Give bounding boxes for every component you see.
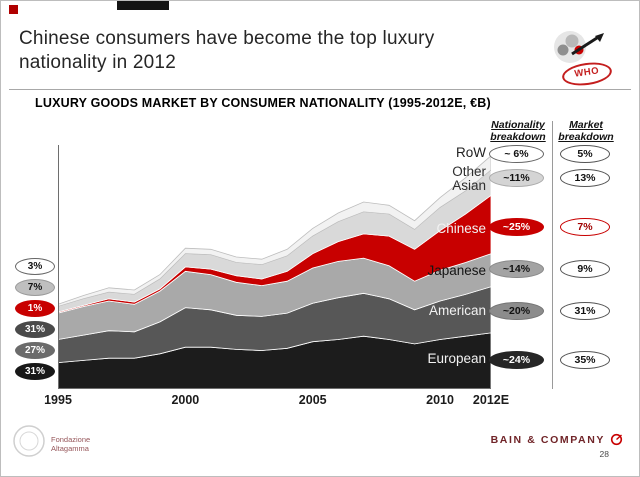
x-axis-tick: 2000: [171, 393, 200, 407]
x-axis-tick: 1995: [44, 393, 72, 407]
percentage-badge: 3%: [15, 258, 55, 275]
series-label-row: RoW: [456, 145, 486, 160]
percentage-badge: ~11%: [489, 169, 544, 187]
percentage-badge: 9%: [560, 260, 610, 278]
bain-compass-icon: [610, 433, 623, 446]
footer-logo-line1: Fondazione: [51, 435, 91, 444]
percentage-badge: 31%: [15, 363, 55, 380]
percentage-badge: 31%: [560, 302, 610, 320]
footer-brand-block: BAIN & COMPANY 28: [491, 433, 623, 459]
who-stamp: WHO: [550, 27, 616, 89]
percentage-badge: 5%: [560, 145, 610, 163]
percentage-badge: 13%: [560, 169, 610, 187]
series-label-japanese: Japanese: [427, 263, 486, 278]
percentage-badge: 27%: [15, 342, 55, 359]
percentage-badge: ~20%: [489, 302, 544, 320]
chart-title: LUXURY GOODS MARKET BY CONSUMER NATIONAL…: [35, 96, 491, 110]
title-divider: [9, 89, 631, 90]
percentage-badge: ~14%: [489, 260, 544, 278]
x-axis-tick: 2005: [298, 393, 327, 407]
percentage-badge: 35%: [560, 351, 610, 369]
area-series-row: [58, 155, 491, 307]
bain-company-wordmark: BAIN & COMPANY: [490, 433, 605, 446]
percentage-badge: 7%: [560, 218, 610, 236]
nationality-breakdown-header: Nationality breakdown: [490, 119, 546, 143]
altagamma-emblem-icon: [13, 425, 45, 457]
footer-logo: Fondazione Altagamma: [11, 423, 141, 467]
percentage-badge: 1%: [15, 300, 55, 317]
x-axis-tick: 2010: [426, 393, 454, 407]
series-label-chinese: Chinese: [436, 221, 486, 236]
percentage-badge: ~25%: [489, 218, 544, 236]
percentage-badge: 31%: [15, 321, 55, 338]
slide-accent-black-bar: [117, 1, 169, 10]
percentage-badge: ~24%: [489, 351, 544, 369]
market-breakdown-header: Market breakdown: [558, 119, 614, 143]
percentage-badge: ~ 6%: [489, 145, 544, 163]
column-divider: [552, 121, 553, 389]
x-axis-tick: 2012E: [472, 393, 510, 407]
series-label-european: European: [427, 351, 486, 366]
stacked-area-chart: [58, 145, 491, 389]
footer-logo-line2: Altagamma: [51, 444, 89, 453]
series-label-other-asian: Other Asian: [452, 164, 486, 193]
who-stamp-graphic: [554, 31, 604, 63]
slide-title: Chinese consumers have become the top lu…: [19, 28, 435, 73]
series-label-american: American: [428, 303, 486, 318]
slide-accent-red-square: [9, 5, 18, 14]
percentage-badge: 7%: [15, 279, 55, 296]
page-number: 28: [599, 449, 609, 459]
